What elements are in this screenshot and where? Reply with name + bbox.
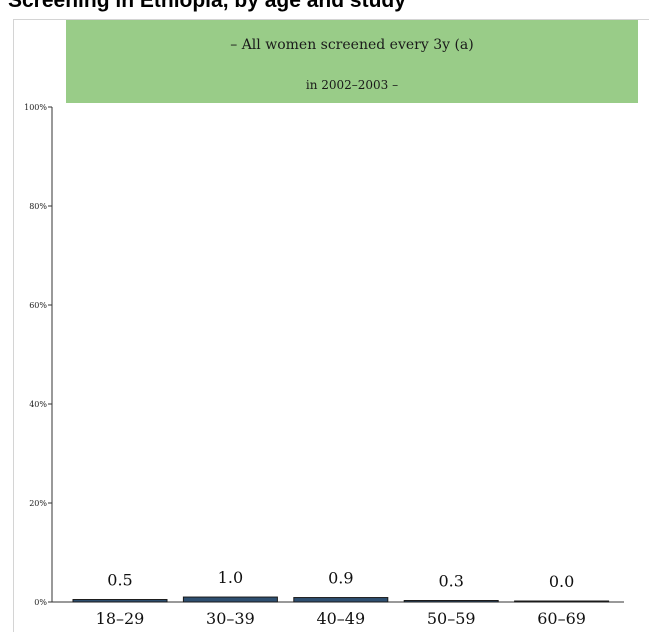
y-tick-label: 40% [29, 400, 47, 409]
chart-title: Screening in Ethiopia, by age and study [8, 0, 406, 12]
bar [293, 597, 389, 603]
data-label: 0.5 [107, 571, 132, 590]
y-tick-label: 20% [29, 499, 47, 508]
subtitle-line-2: in 2002–2003 – [305, 78, 399, 92]
data-label: 0.9 [328, 569, 353, 588]
x-tick-label: 60–69 [537, 609, 586, 628]
y-tick-label: 0% [34, 598, 47, 607]
subtitle-banner: – All women screened every 3y (a) in 200… [66, 20, 638, 103]
x-tick-label: 40–49 [316, 609, 365, 628]
x-tick-label: 18–29 [96, 609, 145, 628]
subtitle-line-1: – All women screened every 3y (a) [230, 37, 474, 53]
x-tick-label: 30–39 [206, 609, 255, 628]
bar [182, 596, 278, 603]
data-label: 0.3 [438, 572, 463, 591]
data-label: 1.0 [218, 568, 243, 587]
y-tick-label: 60% [29, 301, 47, 310]
title-bar: Screening in Ethiopia, by age and study [0, 0, 651, 14]
x-tick-label: 50–59 [427, 609, 476, 628]
y-tick-label: 100% [24, 103, 47, 112]
chart-frame [13, 19, 649, 632]
y-tick-label: 80% [29, 202, 47, 211]
bar [403, 600, 499, 603]
data-label: 0.0 [549, 572, 574, 591]
bar [514, 600, 610, 603]
bar [72, 599, 168, 603]
